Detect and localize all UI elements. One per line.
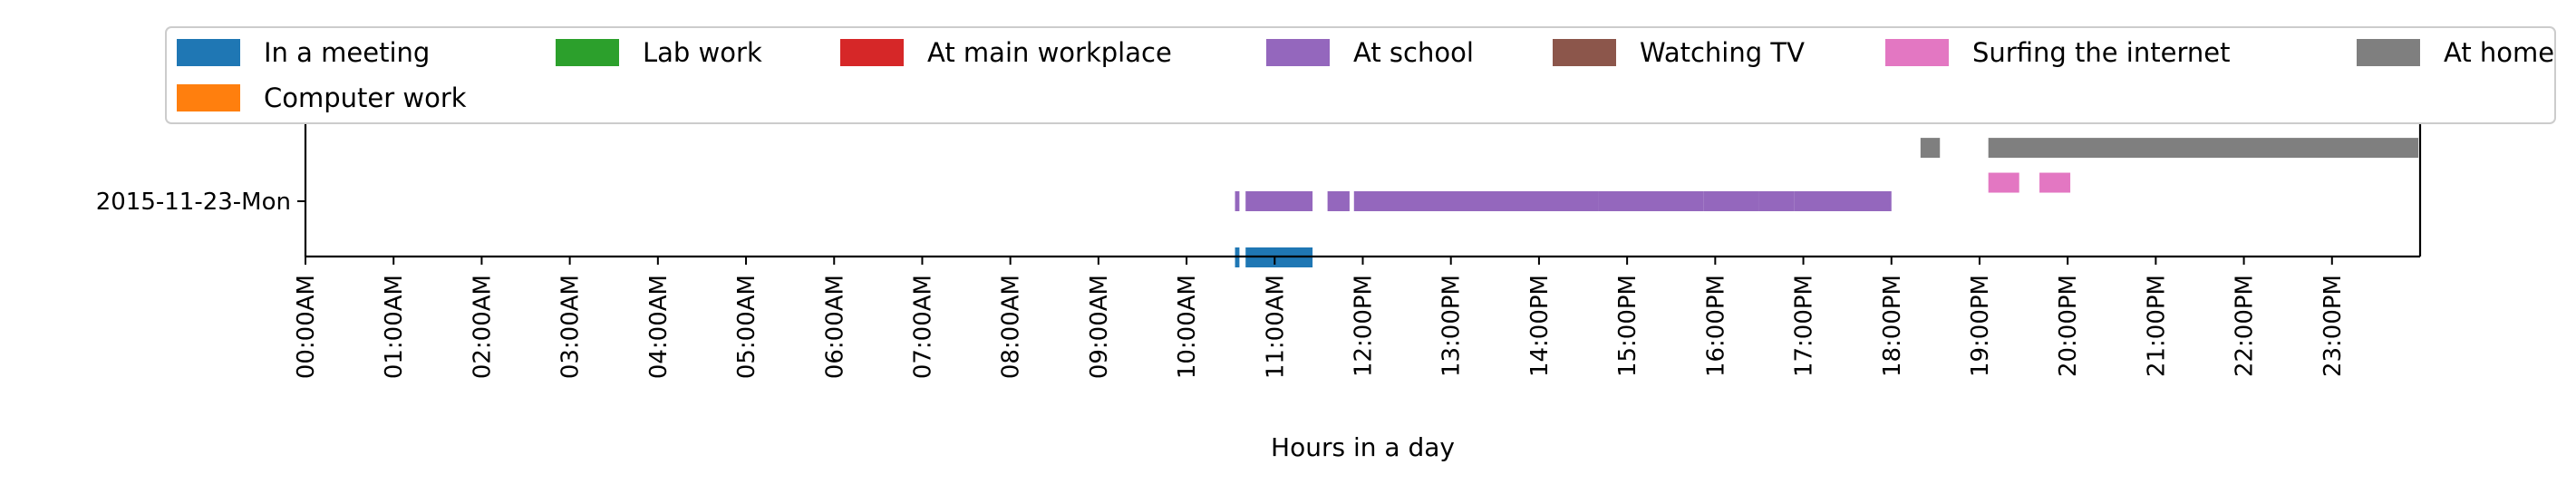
x-tick-label: 13:00PM [1438, 275, 1466, 377]
x-tick-label: 19:00PM [1967, 275, 1994, 377]
bar-at-school-3 [1353, 191, 1599, 211]
legend-swatch-at-school [1266, 39, 1330, 66]
x-tick-label: 03:00AM [557, 275, 585, 379]
legend-swatch-surfing-the-internet [1885, 39, 1949, 66]
x-tick-label: 22:00PM [2232, 275, 2259, 377]
x-tick-label: 02:00AM [469, 275, 496, 379]
x-tick-label: 05:00AM [733, 275, 760, 379]
x-tick-label: 07:00AM [909, 275, 936, 379]
legend-label-surfing-the-internet: Surfing the internet [1972, 37, 2230, 68]
legend-swatch-in-a-meeting [177, 39, 240, 66]
legend-label-watching-tv: Watching TV [1640, 37, 1805, 68]
bar-at-home-0 [1920, 138, 1941, 159]
legend-frame [165, 26, 2556, 124]
x-tick-label: 09:00AM [1086, 275, 1113, 379]
bar-at-home-1 [1988, 138, 2419, 159]
legend-label-in-a-meeting: In a meeting [264, 37, 430, 68]
x-tick-label: 21:00PM [2143, 275, 2170, 377]
x-tick-label: 17:00PM [1791, 275, 1818, 377]
x-axis-label: Hours in a day [1271, 432, 1455, 462]
x-tick-label: 18:00PM [1879, 275, 1906, 377]
x-tick-label: 16:00PM [1702, 275, 1729, 377]
bar-at-school-6 [1758, 191, 1795, 211]
bars-layer [1235, 138, 2419, 267]
legend-label-computer-work: Computer work [264, 82, 467, 113]
x-tick-label: 04:00AM [645, 275, 673, 379]
bar-surfing-the-internet-1 [2039, 172, 2071, 193]
bar-surfing-the-internet-0 [1988, 172, 2019, 193]
bar-at-school-0 [1235, 191, 1240, 211]
legend-label-at-main-workplace: At main workplace [927, 37, 1172, 68]
legend-swatch-watching-tv [1553, 39, 1616, 66]
bar-at-school-2 [1327, 191, 1350, 211]
axes-layer: 00:00AM 01:00AM 02:00AM 03:00AM 04:00AM 05:00… [96, 124, 2422, 462]
bar-at-school-7 [1794, 191, 1892, 211]
bar-at-school-4 [1598, 191, 1704, 211]
legend-label-lab-work: Lab work [643, 37, 762, 68]
bar-at-school-5 [1703, 191, 1759, 211]
legend-swatch-lab-work [556, 39, 619, 66]
legend-label-at-school: At school [1353, 37, 1474, 68]
x-tick-label: 12:00PM [1351, 275, 1378, 377]
x-tick-label: 23:00PM [2319, 275, 2347, 377]
x-tick-label: 15:00PM [1614, 275, 1641, 377]
y-tick-label: 2015-11-23-Mon [96, 189, 291, 216]
x-tick-label: 10:00AM [1174, 275, 1201, 379]
x-tick-label: 06:00AM [821, 275, 848, 379]
legend-swatch-at-main-workplace [840, 39, 904, 66]
legend-swatch-computer-work [177, 84, 240, 111]
x-tick-label: 11:00AM [1262, 275, 1289, 379]
x-tick-label: 20:00PM [2055, 275, 2082, 377]
x-tick-label: 08:00AM [998, 275, 1025, 379]
legend-swatch-at-home [2357, 39, 2420, 66]
x-tick-label: 14:00PM [1526, 275, 1554, 377]
legend-label-at-home: At home [2444, 37, 2554, 68]
x-tick-label: 01:00AM [381, 275, 408, 379]
x-tick-label: 00:00AM [293, 275, 320, 379]
legend: In a meeting Lab work At main workplace At … [165, 26, 2556, 124]
bar-at-school-1 [1245, 191, 1313, 211]
